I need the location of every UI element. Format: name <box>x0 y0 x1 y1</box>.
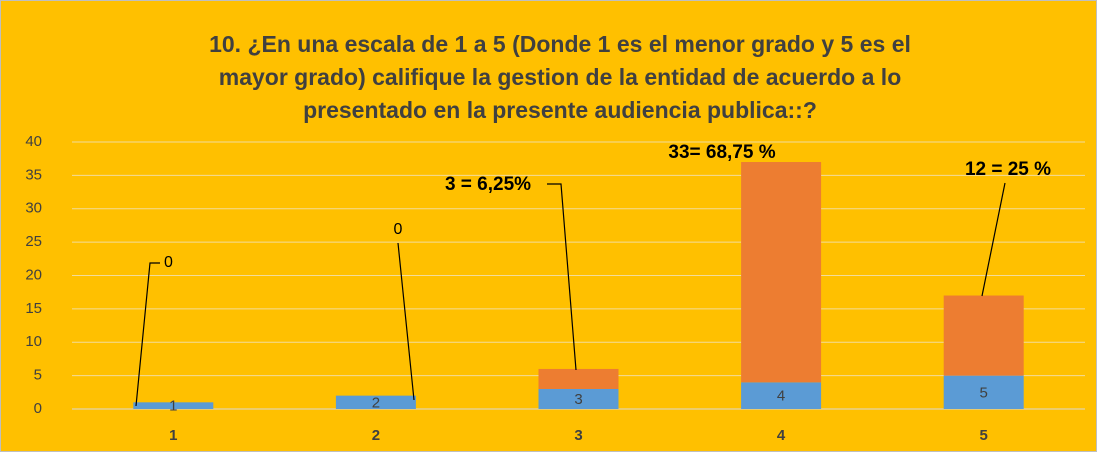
y-tick-label: 40 <box>25 133 42 150</box>
y-tick-label: 35 <box>25 166 42 183</box>
data-label: 5 <box>980 384 988 401</box>
data-label: 0 <box>164 254 173 271</box>
y-tick-label: 5 <box>34 367 42 384</box>
y-tick-label: 20 <box>25 266 42 283</box>
data-label: 33= 68,75 % <box>668 142 775 163</box>
bar-segment <box>538 388 619 409</box>
y-tick-label: 0 <box>34 400 42 417</box>
data-label: 3 <box>574 391 582 408</box>
data-label: 3 = 6,25% <box>445 174 531 195</box>
data-label: 0 <box>394 221 403 238</box>
y-tick-label: 30 <box>25 200 42 217</box>
bar-segment <box>133 402 214 409</box>
chart-title: mayor grado) califique la gestion de la … <box>219 64 902 90</box>
bar-segment <box>943 375 1024 409</box>
data-label: 4 <box>777 388 785 405</box>
y-tick-label: 10 <box>25 333 42 350</box>
leader-line <box>547 183 577 371</box>
x-tick-label: 2 <box>372 427 380 444</box>
data-label: 2 <box>372 394 380 411</box>
bar-segment <box>335 395 416 409</box>
bar-segment <box>741 162 822 383</box>
leader-line <box>397 242 415 401</box>
x-tick-label: 3 <box>574 427 582 444</box>
y-tick-label: 15 <box>25 300 42 317</box>
bar-segment <box>943 295 1024 376</box>
bar-segment <box>741 382 822 409</box>
x-tick-label: 5 <box>980 427 988 444</box>
data-label: 1 <box>169 398 177 415</box>
chart-title: 10. ¿En una escala de 1 a 5 (Donde 1 es … <box>209 31 911 57</box>
data-label: 12 = 25 % <box>965 159 1051 180</box>
bar-segment <box>538 368 619 389</box>
y-tick-label: 25 <box>25 233 42 250</box>
leader-line <box>981 182 1006 297</box>
chart-title: presentado en la presente audiencia publ… <box>303 97 817 123</box>
leader-line <box>135 262 160 407</box>
x-tick-label: 1 <box>169 427 177 444</box>
x-tick-label: 4 <box>777 427 786 444</box>
